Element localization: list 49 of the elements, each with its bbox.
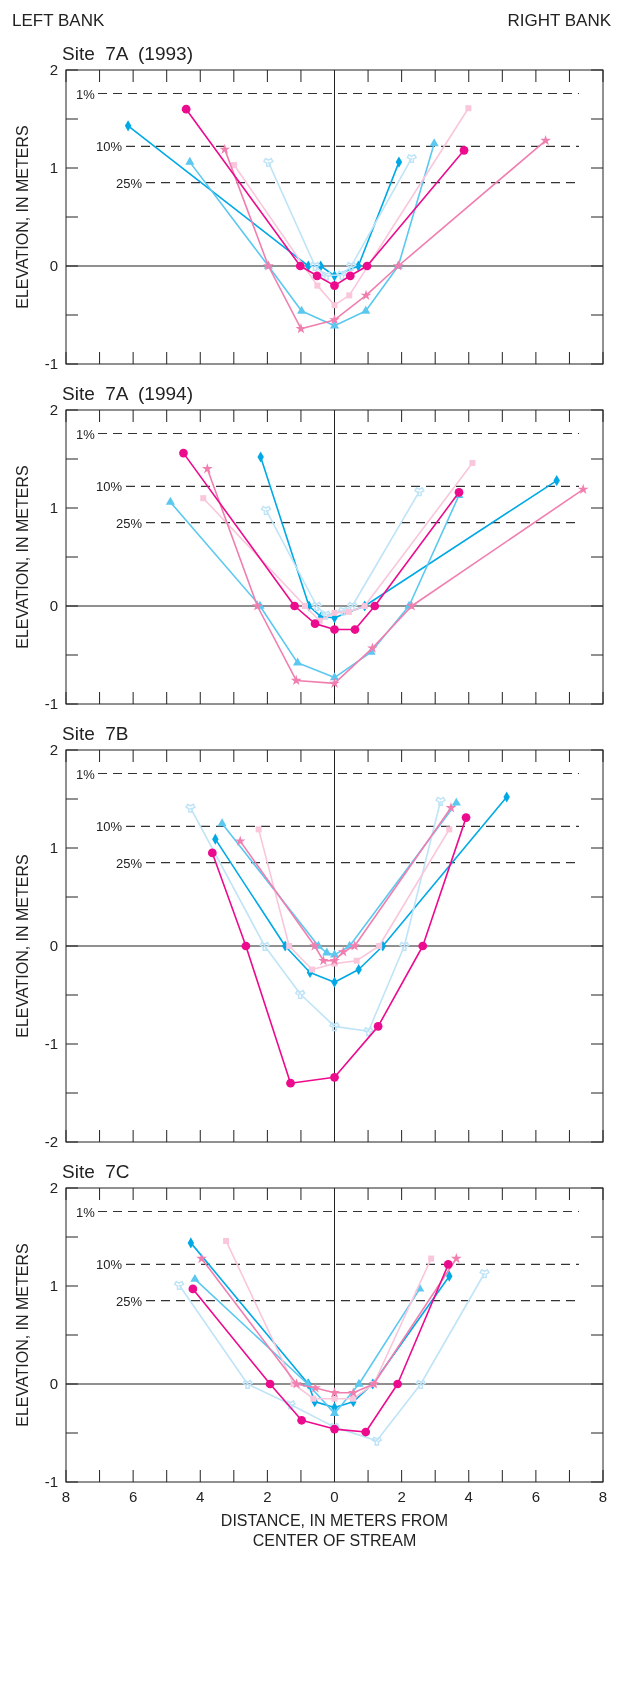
y-axis-title: ELEVATION, IN METERS [14, 465, 31, 649]
y-tick-label: -1 [44, 355, 58, 372]
y-tick-label: 1 [49, 839, 58, 856]
y-tick-label: -2 [44, 1133, 58, 1150]
chart-title: Site 7A (1994) [62, 383, 193, 404]
text: LEFT BANK [12, 11, 105, 30]
annotation: 1% [76, 1204, 96, 1220]
annotation: 10% [96, 139, 123, 155]
x-tick-label: 6 [128, 1488, 138, 1505]
y-axis-title: ELEVATION, IN METERS [14, 1243, 31, 1427]
annotation: 25% [116, 855, 143, 871]
x-tick-label: 4 [464, 1488, 473, 1505]
x-tick-label: 8 [598, 1488, 608, 1505]
y-tick-label: 0 [49, 1375, 58, 1392]
y-tick-label: 1 [49, 159, 58, 176]
annotation: 25% [116, 175, 143, 191]
annotation: 1% [76, 766, 96, 782]
annotation: 25% [116, 1293, 143, 1309]
x-tick-label: 6 [531, 1488, 541, 1505]
chart-title: Site 7C [62, 1161, 130, 1182]
annotation: 1% [76, 426, 96, 442]
x-tick-label: 0 [330, 1488, 339, 1505]
annotation: 25% [116, 515, 143, 531]
y-tick-label: -1 [44, 695, 58, 712]
chart-title: Site 7A (1993) [62, 43, 193, 64]
x-axis-title: DISTANCE, IN METERS FROM CENTER OF STREAM [220, 1512, 449, 1549]
x-tick-label: 4 [196, 1488, 205, 1505]
annotation: 10% [96, 819, 123, 835]
y-tick-label: 1 [49, 1277, 58, 1294]
annotation: 10% [96, 479, 123, 495]
y-tick-label: 0 [49, 597, 58, 614]
y-tick-label: -1 [44, 1473, 58, 1490]
y-tick-label: 2 [49, 401, 58, 418]
y-tick-label: 0 [49, 937, 58, 954]
y-axis-title: ELEVATION, IN METERS [14, 854, 31, 1038]
x-tick-label: 8 [61, 1488, 71, 1505]
y-tick-label: 0 [49, 257, 58, 274]
x-tick-label: 2 [263, 1488, 272, 1505]
annotation: 10% [96, 1257, 123, 1273]
y-tick-label: 2 [49, 741, 58, 758]
y-tick-label: 2 [49, 61, 58, 78]
y-tick-label: 1 [49, 499, 58, 516]
chart-title: Site 7B [62, 723, 129, 744]
y-axis-title: ELEVATION, IN METERS [14, 125, 31, 309]
annotation: 1% [76, 86, 96, 102]
y-tick-label: 2 [49, 1179, 58, 1196]
text: RIGHT BANK [507, 11, 612, 30]
y-tick-label: -1 [44, 1035, 58, 1052]
x-tick-label: 2 [397, 1488, 406, 1505]
